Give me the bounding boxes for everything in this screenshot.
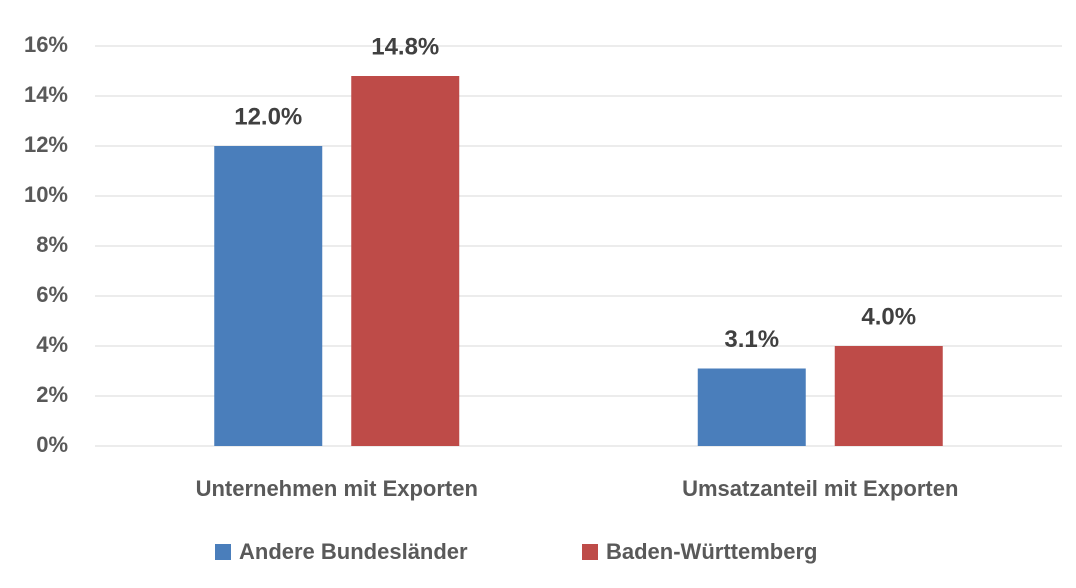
data-label: 3.1% — [724, 326, 779, 353]
legend-label: Andere Bundesländer — [239, 539, 468, 564]
legend-swatch — [215, 544, 231, 560]
y-tick-label: 10% — [24, 182, 68, 207]
y-tick-label: 6% — [36, 282, 68, 307]
bar — [834, 346, 943, 446]
data-label: 12.0% — [234, 103, 302, 130]
legend-label: Baden-Württemberg — [606, 539, 817, 564]
bar — [214, 146, 323, 446]
data-label: 4.0% — [861, 303, 916, 330]
legend-swatch — [582, 544, 598, 560]
y-tick-label: 12% — [24, 132, 68, 157]
bar — [351, 76, 460, 446]
bar — [697, 368, 806, 446]
y-tick-label: 14% — [24, 82, 68, 107]
x-tick-label: Unternehmen mit Exporten — [196, 476, 478, 501]
y-tick-label: 16% — [24, 32, 68, 57]
y-tick-label: 4% — [36, 332, 68, 357]
data-label: 14.8% — [371, 33, 439, 60]
y-tick-label: 0% — [36, 432, 68, 457]
y-tick-label: 2% — [36, 382, 68, 407]
x-tick-label: Umsatzanteil mit Exporten — [682, 476, 958, 501]
y-tick-label: 8% — [36, 232, 68, 257]
